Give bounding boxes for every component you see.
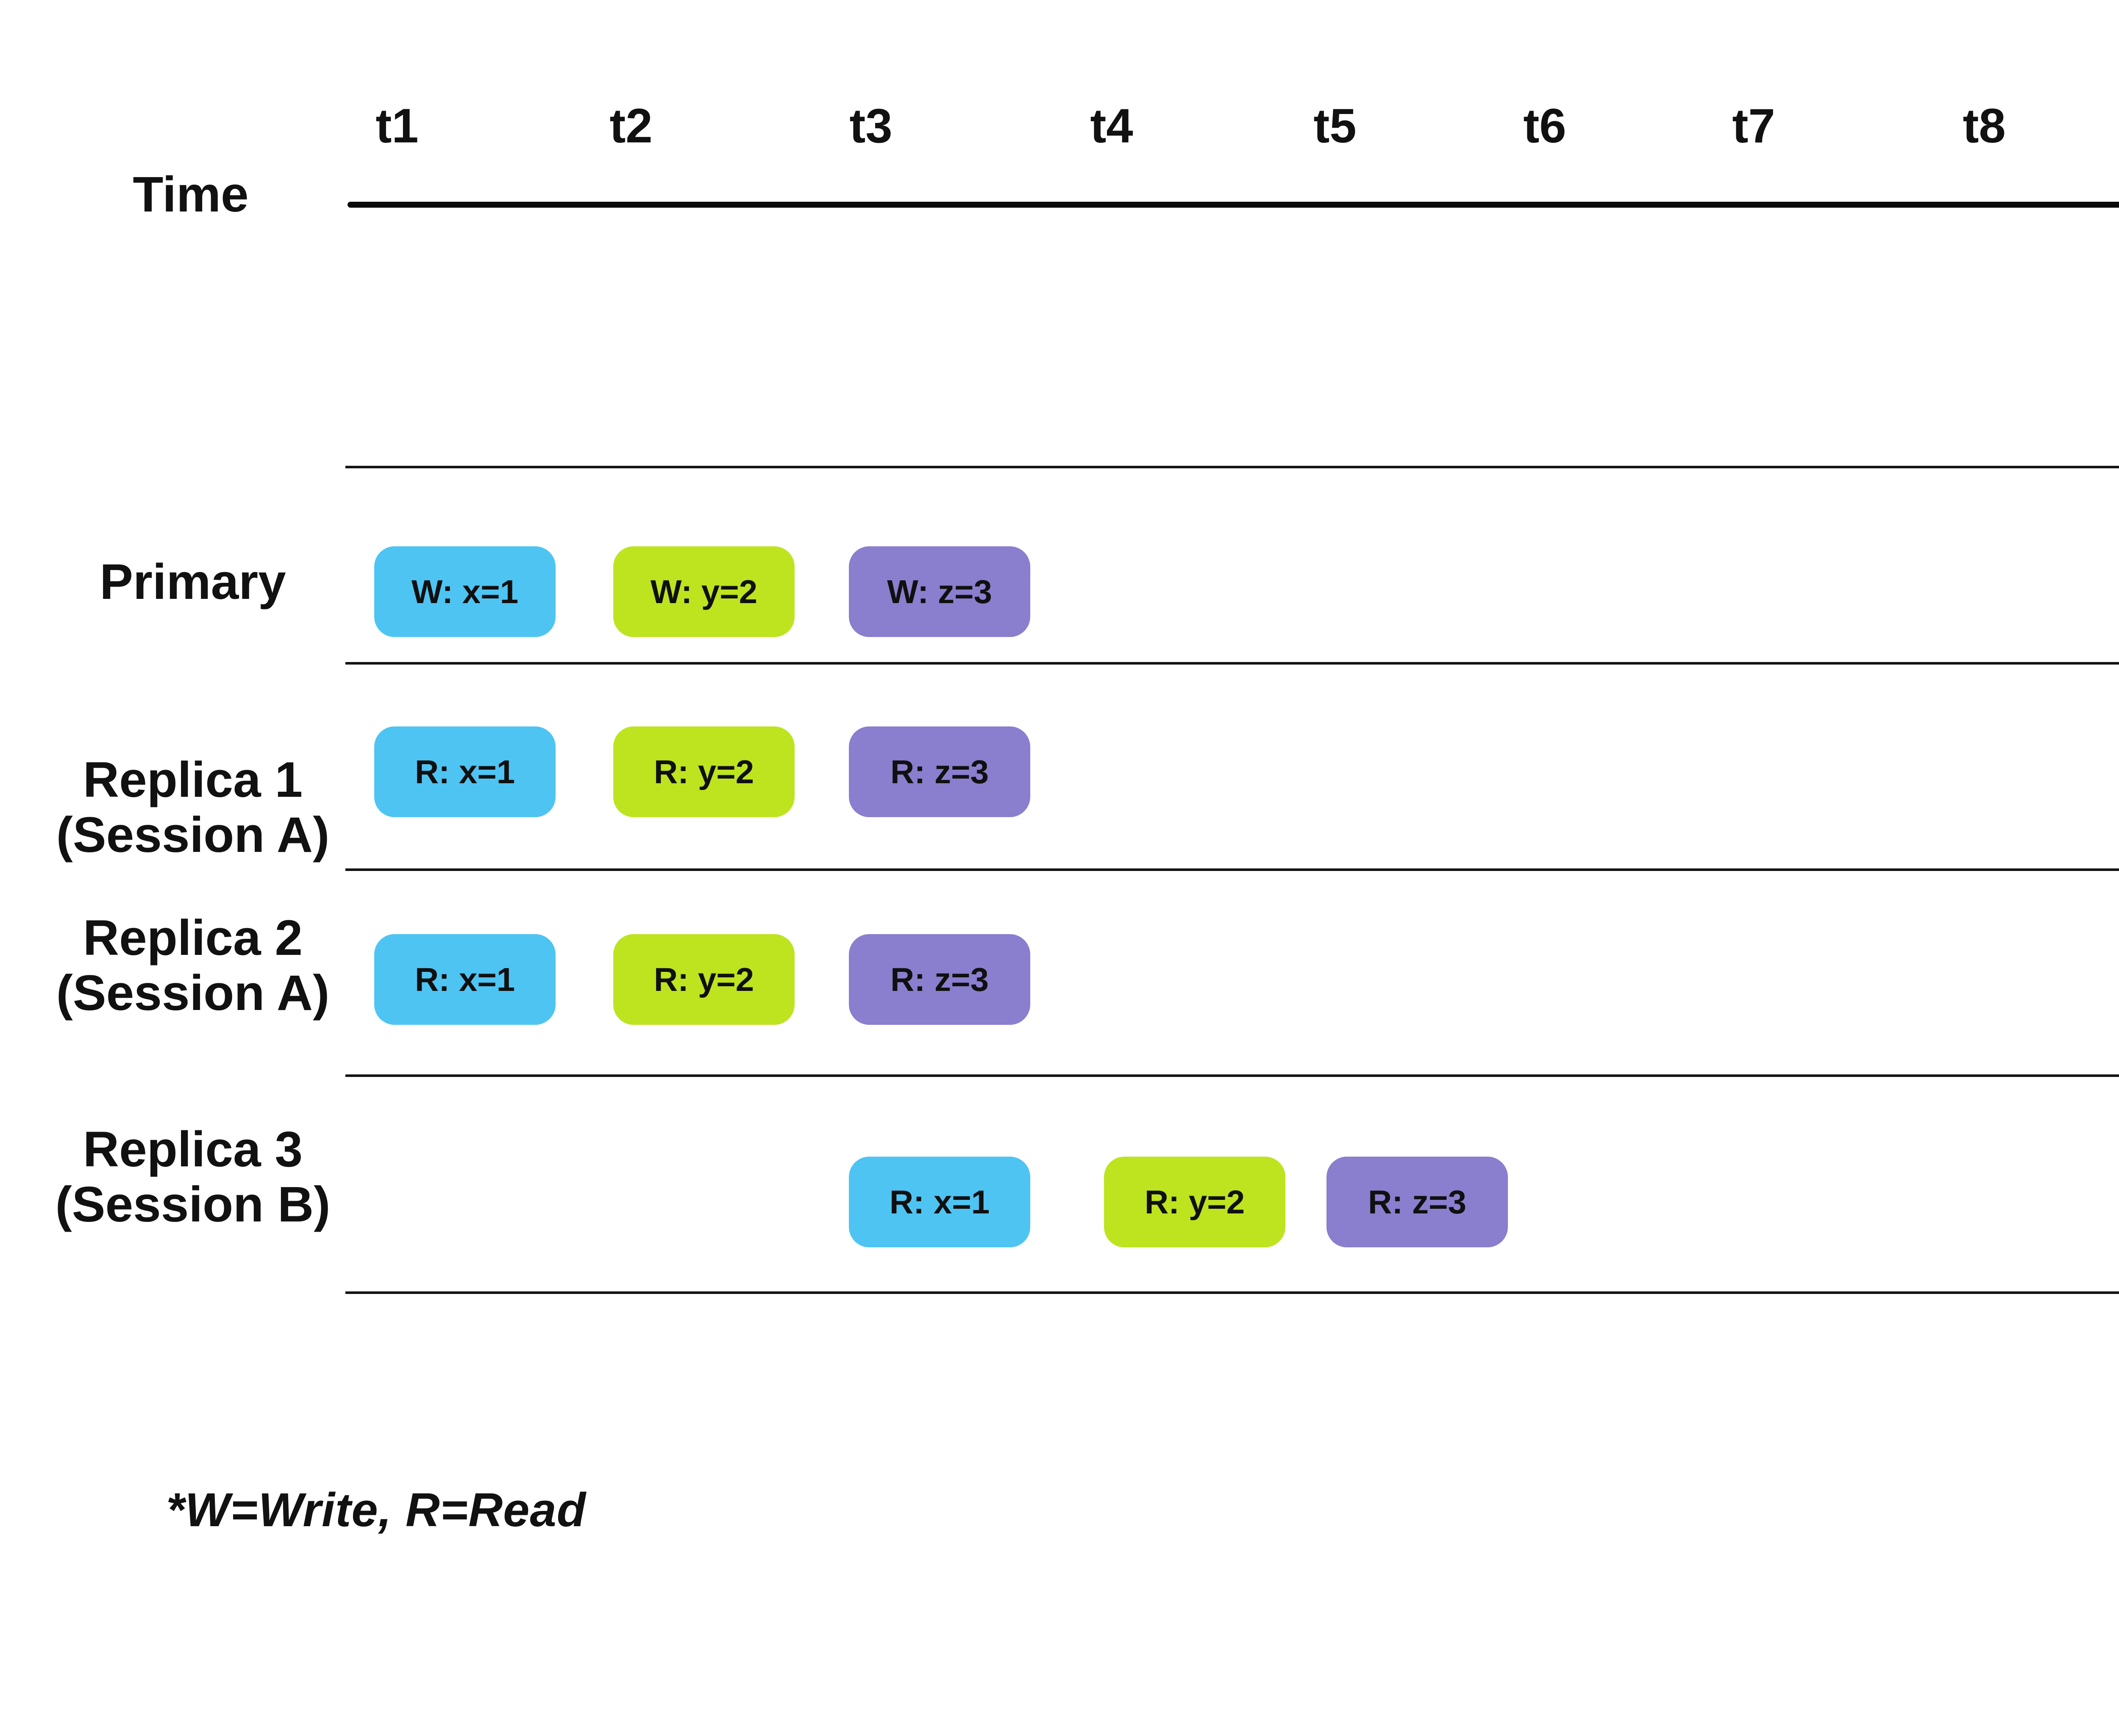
row-label-replica-2: Replica 2 (Session A) [21, 910, 364, 1021]
tick-label-t2: t2 [609, 99, 653, 153]
tick-label-t7: t7 [1732, 99, 1775, 153]
row-label-line: (Session B) [55, 1177, 331, 1232]
time-axis-arrow [348, 202, 2119, 208]
event-box-replica2-read-y: R: y=2 [613, 934, 795, 1025]
event-box-primary-write-y: W: y=2 [613, 546, 795, 637]
row-label-primary: Primary [21, 554, 364, 609]
legend-footnote: *W=Write, R=Read [166, 1483, 587, 1536]
row-label-replica-3: Replica 3 (Session B) [21, 1122, 364, 1232]
time-axis-label: Time [133, 167, 249, 223]
row-separator-line [345, 466, 2119, 468]
row-label-line: Replica 3 [83, 1121, 303, 1177]
event-box-replica1-read-x: R: x=1 [374, 726, 556, 817]
event-box-replica3-read-z: R: z=3 [1326, 1157, 1508, 1247]
tick-label-t5: t5 [1313, 99, 1357, 153]
row-label-line: Replica 2 [83, 910, 303, 966]
row-label-line: (Session A) [56, 807, 330, 863]
event-box-replica2-read-x: R: x=1 [374, 934, 556, 1025]
tick-label-t6: t6 [1523, 99, 1566, 153]
tick-label-t3: t3 [849, 99, 893, 153]
event-box-replica2-read-z: R: z=3 [849, 934, 1030, 1025]
event-box-replica3-read-y: R: y=2 [1104, 1157, 1285, 1247]
row-separator-line [345, 1291, 2119, 1294]
tick-label-t8: t8 [1963, 99, 2006, 153]
row-separator-line [345, 662, 2119, 665]
tick-label-t1: t1 [375, 99, 419, 153]
row-label-replica-1: Replica 1 (Session A) [21, 752, 364, 862]
tick-label-t4: t4 [1090, 99, 1133, 153]
row-label-line: (Session A) [56, 965, 330, 1021]
row-separator-line [345, 868, 2119, 871]
row-separator-line [345, 1074, 2119, 1077]
row-label-line: Primary [100, 554, 286, 610]
event-box-replica1-read-z: R: z=3 [849, 726, 1030, 817]
event-box-primary-write-x: W: x=1 [374, 546, 556, 637]
row-label-line: Replica 1 [83, 752, 303, 808]
event-box-primary-write-z: W: z=3 [849, 546, 1030, 637]
event-box-replica3-read-x: R: x=1 [849, 1157, 1030, 1247]
event-box-replica1-read-y: R: y=2 [613, 726, 795, 817]
